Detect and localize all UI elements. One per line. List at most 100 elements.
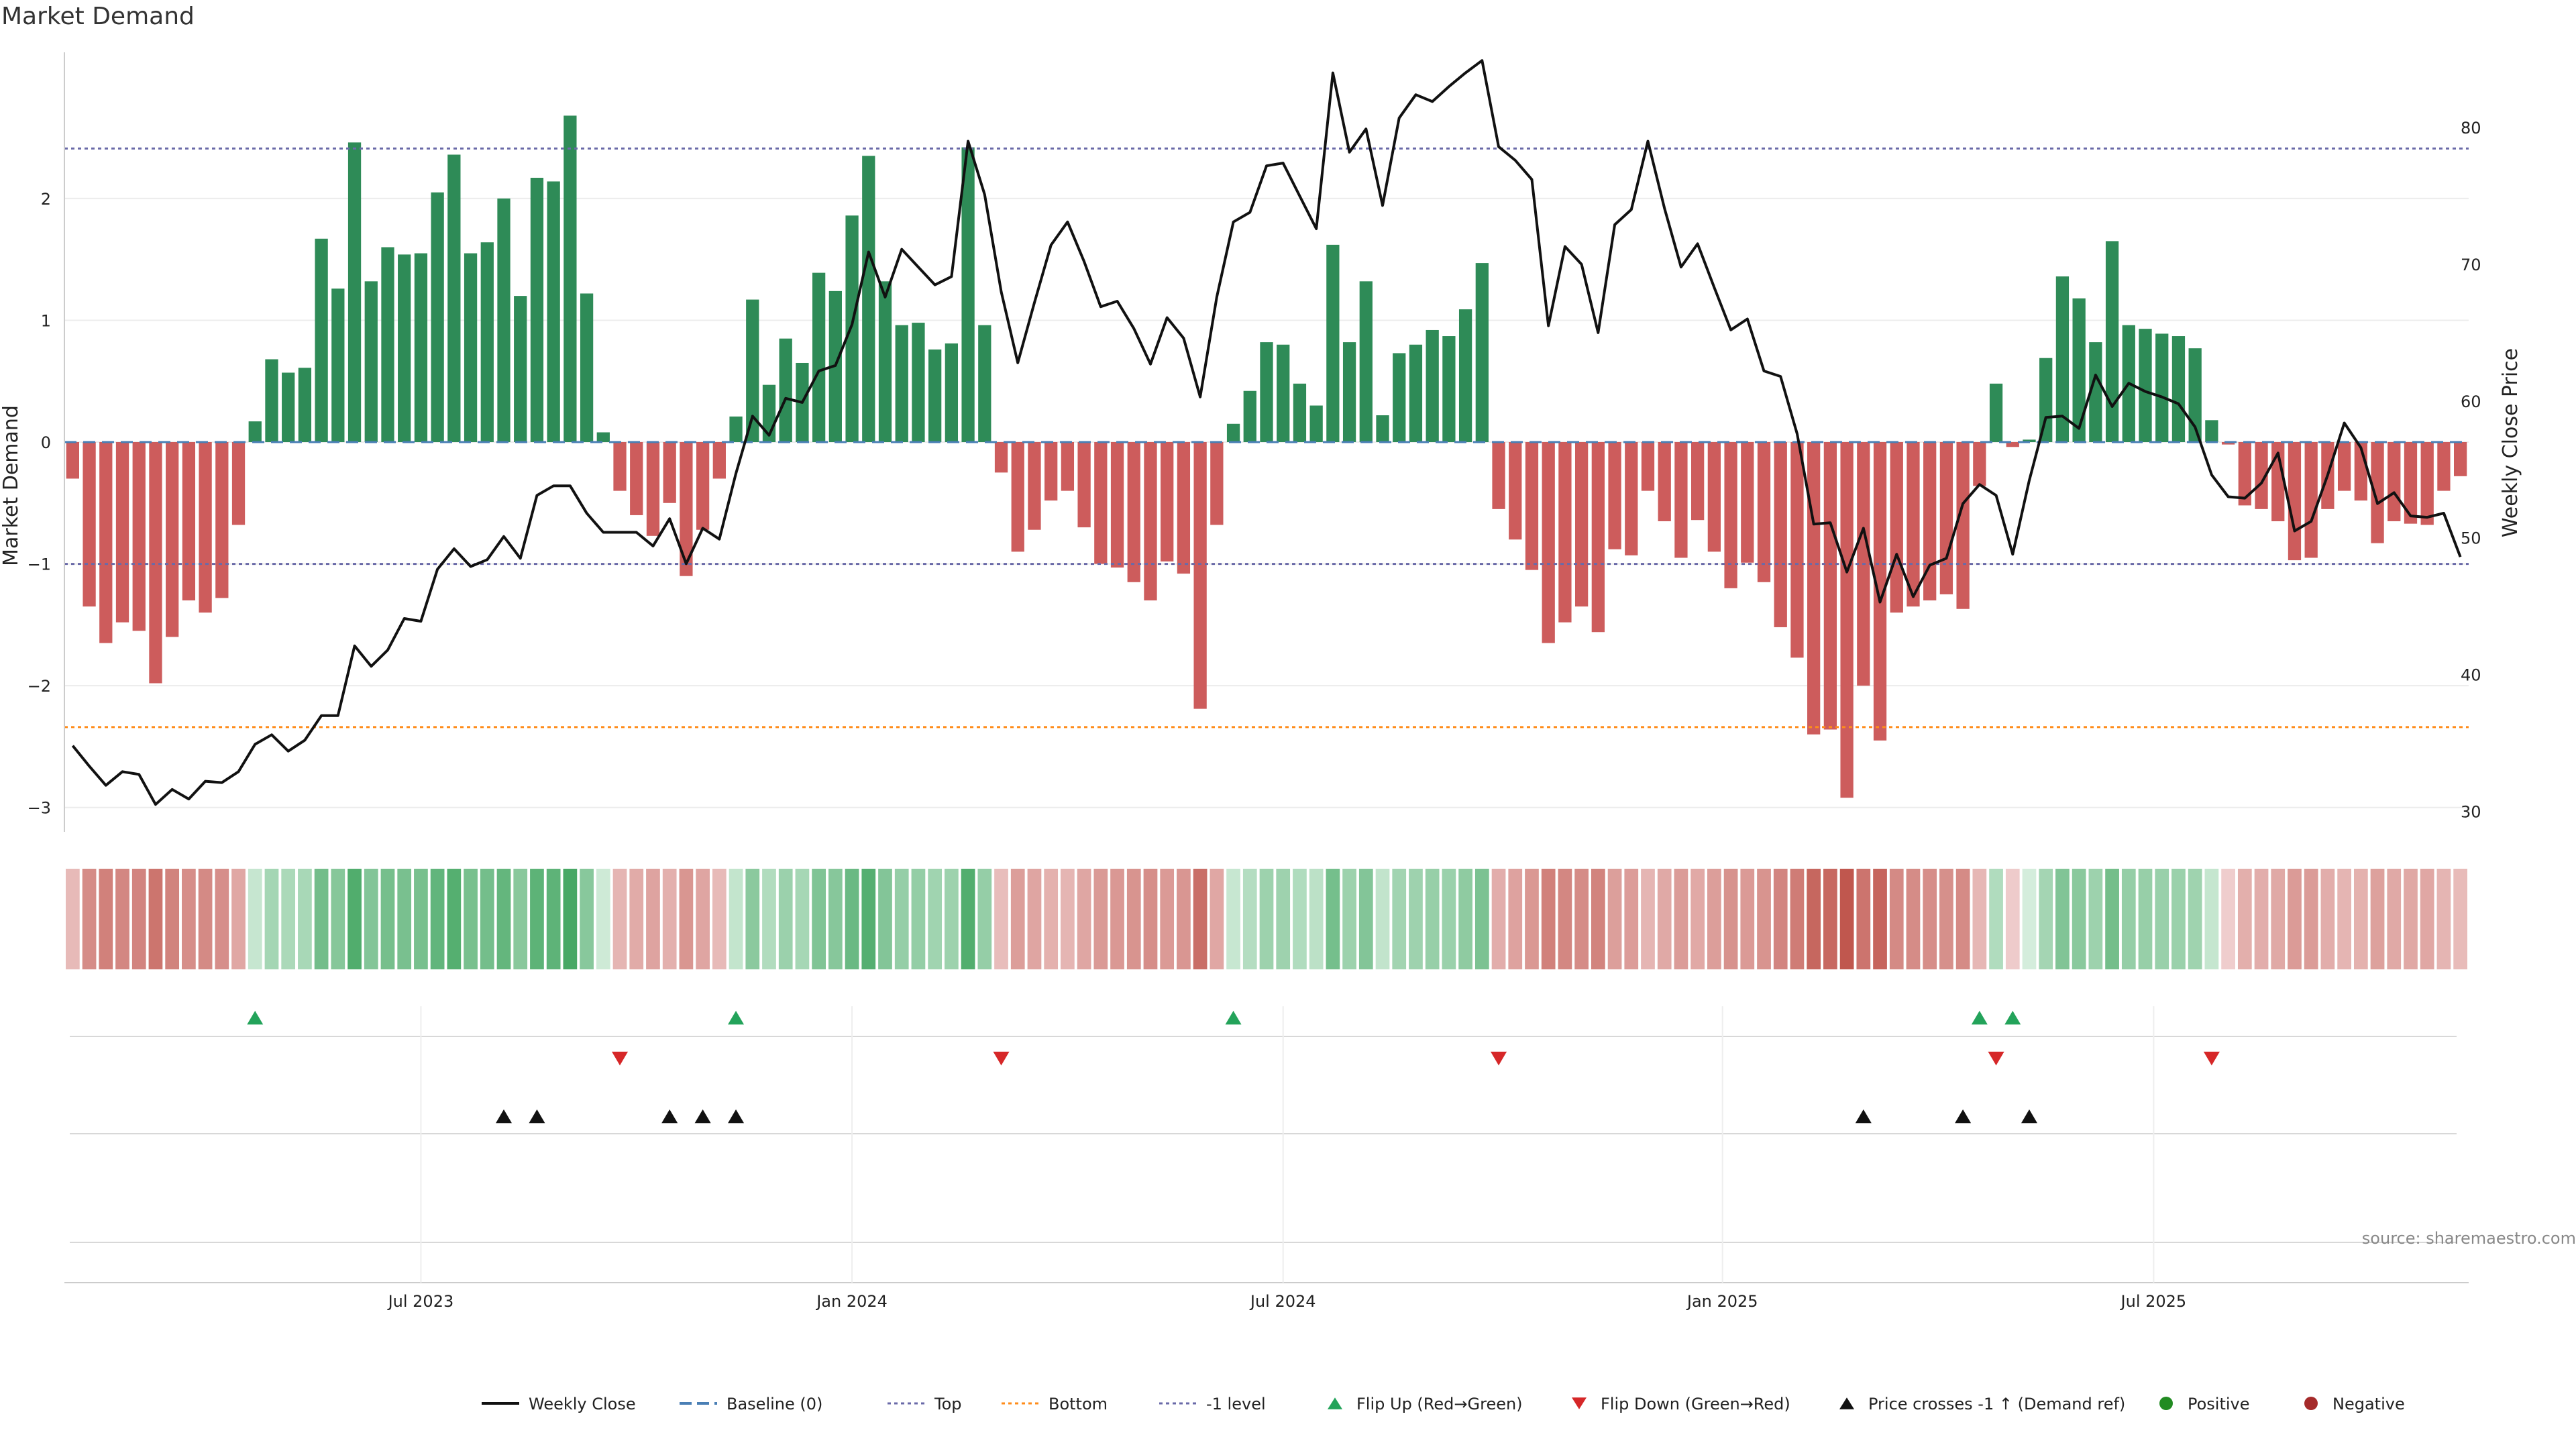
demand-bar xyxy=(895,325,908,442)
x-tick-label: Jul 2023 xyxy=(387,1292,454,1311)
demand-bar xyxy=(2139,329,2152,442)
heat-cell xyxy=(1044,869,1059,969)
demand-bar xyxy=(2072,298,2086,442)
demand-bar xyxy=(1774,442,1787,627)
flip-up-marker xyxy=(728,1010,745,1025)
y2-tick-label: 70 xyxy=(2461,256,2481,274)
heat-cell xyxy=(1425,869,1440,969)
demand-bar xyxy=(1741,442,1754,563)
heat-cell xyxy=(1177,869,1191,969)
demand-bar xyxy=(215,442,229,598)
demand-bar xyxy=(1161,442,1174,561)
y2-axis-label: Weekly Close Price xyxy=(2499,348,2522,537)
heat-cell xyxy=(1126,869,1141,969)
heat-cell xyxy=(1607,869,1622,969)
heat-cell xyxy=(231,869,246,969)
demand-bar xyxy=(2039,358,2053,442)
legend-label: Positive xyxy=(2188,1395,2250,1413)
heat-cell xyxy=(2088,869,2103,969)
demand-bar xyxy=(1691,442,1705,521)
demand-bar xyxy=(1011,442,1024,552)
heat-cell xyxy=(1923,869,1937,969)
heat-cell xyxy=(82,869,97,969)
demand-bar xyxy=(1757,442,1771,582)
demand-bar xyxy=(1260,342,1273,442)
flip-down-marker xyxy=(993,1051,1010,1066)
demand-bar xyxy=(1376,415,1389,442)
heat-cell xyxy=(2039,869,2053,969)
demand-bar xyxy=(1326,244,1340,442)
heat-cell xyxy=(580,869,594,969)
demand-bar xyxy=(1591,442,1605,633)
heat-cell xyxy=(1558,869,1572,969)
demand-bars xyxy=(66,115,2467,798)
heat-cell xyxy=(1061,869,1075,969)
heat-cell xyxy=(331,869,345,969)
demand-bar xyxy=(2188,348,2202,442)
heat-cell xyxy=(845,869,859,969)
price-cross-marker xyxy=(661,1109,678,1124)
heat-cell xyxy=(2005,869,2020,969)
heat-cell xyxy=(1541,869,1556,969)
heat-cell xyxy=(1906,869,1921,969)
heat-cell xyxy=(447,869,462,969)
demand-heat-strip xyxy=(66,869,2467,969)
legend-triangle-swatch xyxy=(1839,1397,1854,1409)
demand-bar xyxy=(680,442,693,576)
heat-cell xyxy=(778,869,793,969)
demand-bar xyxy=(199,442,212,613)
demand-bar xyxy=(630,442,643,515)
demand-bar xyxy=(779,338,792,442)
heat-cell xyxy=(1326,869,1340,969)
heat-cell xyxy=(2055,869,2070,969)
heat-cell xyxy=(961,869,975,969)
heat-cell xyxy=(430,869,445,969)
price-cross-marker xyxy=(529,1109,545,1124)
demand-bar xyxy=(497,198,511,442)
demand-bar xyxy=(1193,442,1207,709)
heat-cell xyxy=(364,869,378,969)
demand-bar xyxy=(398,254,411,442)
heat-cell xyxy=(2420,869,2434,969)
weekly-close-line xyxy=(71,59,2462,806)
heat-cell xyxy=(2370,869,2385,969)
heat-cell xyxy=(1674,869,1688,969)
heat-cell xyxy=(596,869,610,969)
demand-bar xyxy=(1724,442,1737,588)
demand-bar xyxy=(1973,442,1986,486)
heat-cell xyxy=(1392,869,1407,969)
heat-cell xyxy=(198,869,213,969)
demand-bar xyxy=(1293,383,1307,442)
heat-cell xyxy=(2171,869,2186,969)
heat-cell xyxy=(2237,869,2252,969)
heat-cell xyxy=(994,869,1008,969)
heat-cell xyxy=(1226,869,1240,969)
heat-cell xyxy=(2254,869,2269,969)
heat-cell xyxy=(1757,869,1771,969)
heat-cell xyxy=(298,869,312,969)
demand-bar xyxy=(1823,442,1837,730)
heat-cell xyxy=(612,869,627,969)
demand-bar xyxy=(1525,442,1539,570)
heat-cell xyxy=(2304,869,2318,969)
price-cross-marker xyxy=(1855,1109,1872,1124)
demand-bar xyxy=(1127,442,1140,582)
heat-cell xyxy=(2072,869,2086,969)
heat-cell xyxy=(679,869,694,969)
heat-cell xyxy=(1309,869,1324,969)
demand-bar xyxy=(1110,442,1124,568)
demand-bar xyxy=(2105,241,2119,442)
demand-bar xyxy=(480,242,494,442)
demand-bar xyxy=(265,359,278,442)
price-cross-marker xyxy=(496,1109,513,1124)
demand-bar xyxy=(83,442,96,607)
demand-bar xyxy=(2238,442,2251,506)
heat-cell xyxy=(281,869,296,969)
demand-bar xyxy=(66,442,79,479)
heat-cell xyxy=(745,869,760,969)
demand-bar xyxy=(464,253,478,442)
demand-bar xyxy=(1542,442,1555,643)
demand-bar xyxy=(2205,420,2218,442)
demand-bar xyxy=(812,272,826,442)
heat-cell xyxy=(1773,869,1788,969)
